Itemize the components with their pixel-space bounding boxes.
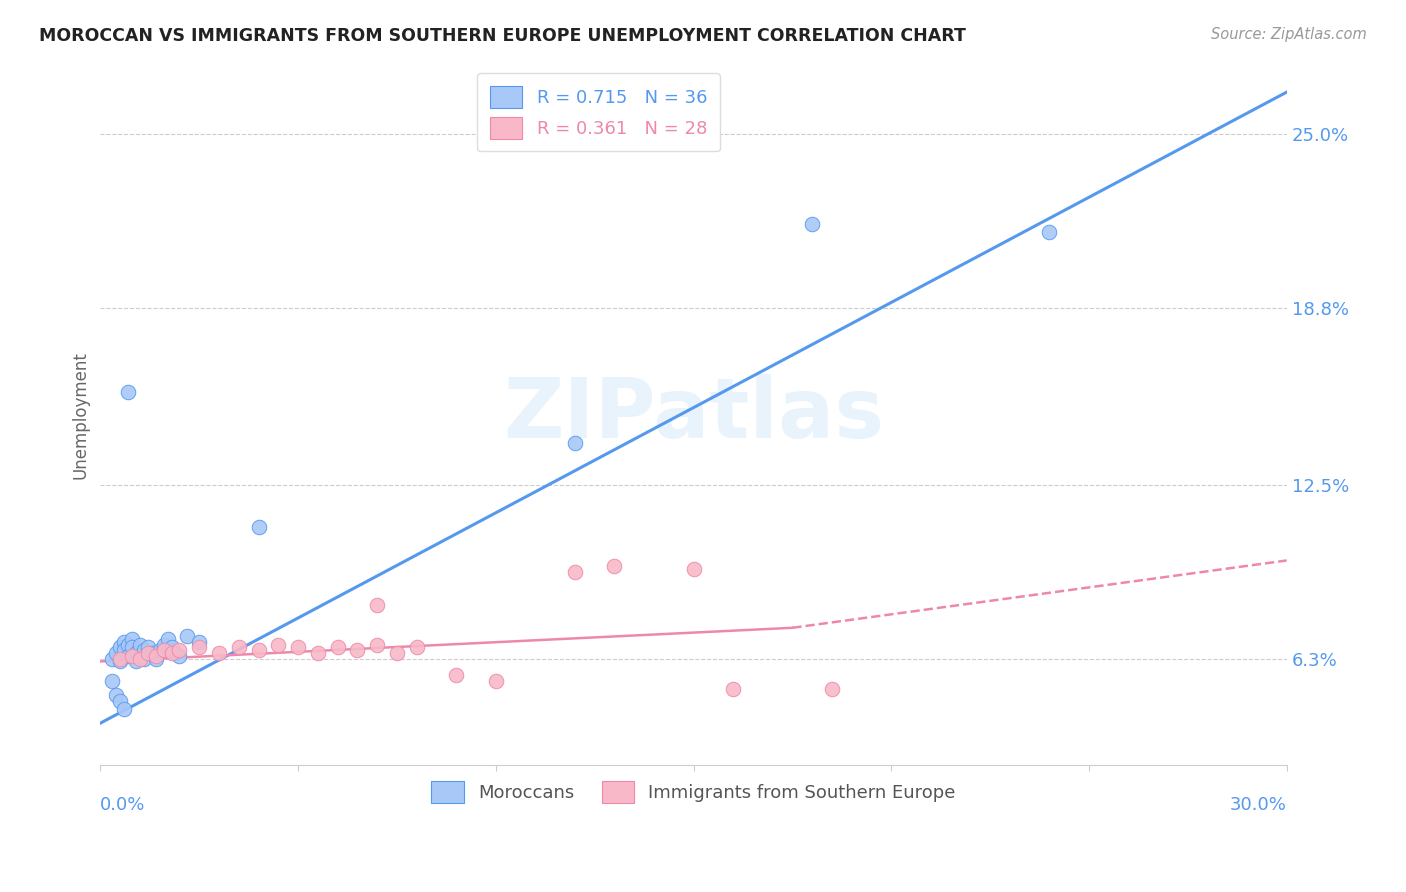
Point <box>267 638 290 652</box>
Point <box>326 640 349 655</box>
Point <box>128 648 150 663</box>
Point <box>801 217 824 231</box>
Point <box>165 646 187 660</box>
Point <box>105 688 128 702</box>
Point <box>145 648 167 663</box>
Point <box>1038 225 1060 239</box>
Point <box>405 640 427 655</box>
Text: ZIPatlas: ZIPatlas <box>503 374 884 455</box>
Point <box>112 702 135 716</box>
Point <box>821 682 844 697</box>
Point <box>149 643 172 657</box>
Point <box>117 385 139 400</box>
Point <box>385 646 408 660</box>
Point <box>152 638 174 652</box>
Point <box>228 640 250 655</box>
Point <box>152 643 174 657</box>
Point <box>247 520 270 534</box>
Point <box>132 651 155 665</box>
Point <box>121 640 143 655</box>
Point <box>105 646 128 660</box>
Point <box>564 435 586 450</box>
Point <box>682 562 704 576</box>
Point <box>117 648 139 663</box>
Point <box>160 640 183 655</box>
Point <box>160 646 183 660</box>
Point <box>603 559 626 574</box>
Point <box>208 646 231 660</box>
Point <box>121 632 143 646</box>
Point <box>108 694 131 708</box>
Point <box>101 651 124 665</box>
Point <box>366 599 388 613</box>
Point <box>117 638 139 652</box>
Text: Source: ZipAtlas.com: Source: ZipAtlas.com <box>1211 27 1367 42</box>
Point <box>188 635 211 649</box>
Point <box>169 643 191 657</box>
Point <box>121 648 143 663</box>
Point <box>128 638 150 652</box>
Point <box>125 646 148 660</box>
Point <box>287 640 309 655</box>
Point <box>307 646 329 660</box>
Point <box>125 655 148 669</box>
Legend: Moroccans, Immigrants from Southern Europe: Moroccans, Immigrants from Southern Euro… <box>419 769 969 816</box>
Point <box>136 640 159 655</box>
Point <box>169 648 191 663</box>
Point <box>132 643 155 657</box>
Point <box>446 668 468 682</box>
Point <box>145 651 167 665</box>
Point <box>176 629 198 643</box>
Point <box>108 655 131 669</box>
Point <box>141 646 163 660</box>
Point <box>346 643 368 657</box>
Text: 30.0%: 30.0% <box>1230 796 1286 814</box>
Point <box>128 651 150 665</box>
Point <box>564 565 586 579</box>
Point <box>112 635 135 649</box>
Point <box>101 674 124 689</box>
Point <box>108 651 131 665</box>
Text: 0.0%: 0.0% <box>100 796 146 814</box>
Point <box>366 638 388 652</box>
Point <box>247 643 270 657</box>
Point <box>136 646 159 660</box>
Point <box>188 640 211 655</box>
Point <box>108 640 131 655</box>
Point <box>485 674 508 689</box>
Y-axis label: Unemployment: Unemployment <box>72 351 89 479</box>
Point <box>112 643 135 657</box>
Point <box>721 682 744 697</box>
Point <box>156 632 179 646</box>
Text: MOROCCAN VS IMMIGRANTS FROM SOUTHERN EUROPE UNEMPLOYMENT CORRELATION CHART: MOROCCAN VS IMMIGRANTS FROM SOUTHERN EUR… <box>39 27 966 45</box>
